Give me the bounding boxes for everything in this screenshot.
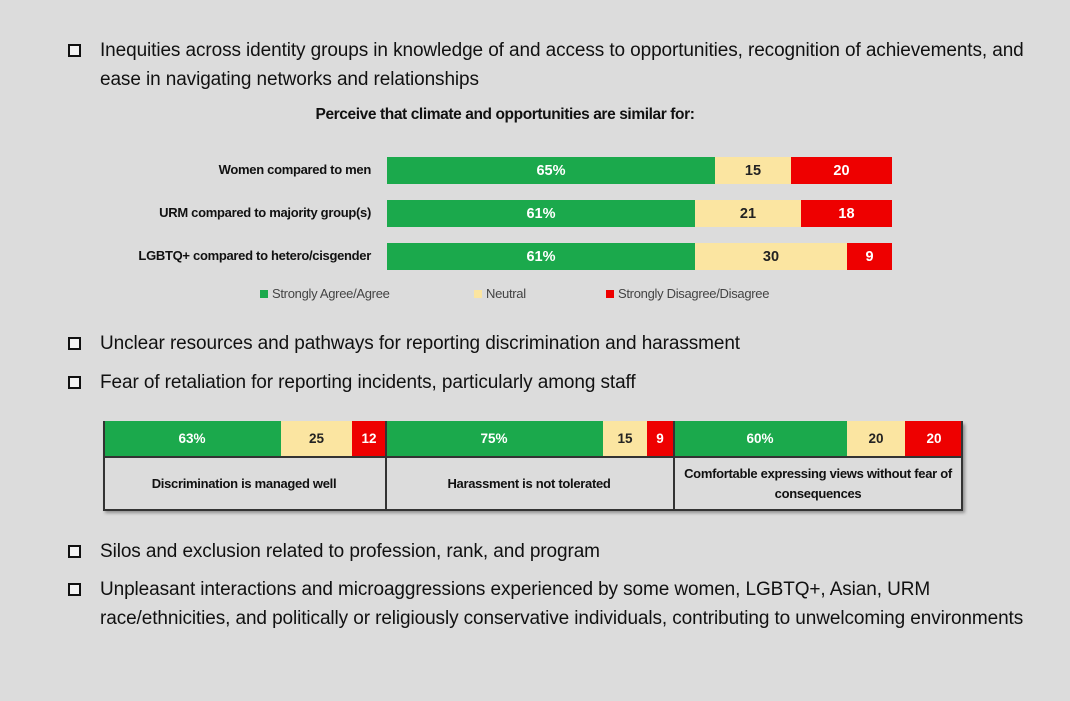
bar-disagree: 12 [352, 421, 386, 456]
bar-disagree: 20 [905, 421, 963, 456]
table-cell-label: Comfortable expressing views without fea… [679, 456, 957, 510]
legend-label: Strongly Disagree/Disagree [618, 286, 770, 301]
bullet-text: Fear of retaliation for reporting incide… [100, 372, 636, 393]
bar-agree: 65% [387, 157, 715, 184]
bar-neutral: 25 [281, 421, 352, 456]
table-divider [103, 421, 105, 510]
bar-neutral: 20 [847, 421, 905, 456]
bar-neutral: 30 [695, 243, 847, 270]
bar-disagree: 18 [801, 200, 892, 227]
table-divider [103, 509, 963, 511]
bar-agree: 61% [387, 200, 695, 227]
legend-item-disagree: Strongly Disagree/Disagree [606, 286, 769, 301]
checkbox-icon [68, 583, 81, 596]
row-label: URM compared to majority group(s) [159, 205, 371, 220]
row-label: Women compared to men [218, 162, 372, 177]
legend-swatch-agree [260, 289, 268, 298]
bullet-text: Silos and exclusion related to professio… [100, 541, 600, 562]
bullet-item: Silos and exclusion related to professio… [68, 537, 1028, 566]
table-cell-label: Discrimination is managed well [109, 456, 379, 510]
table-cell-label: Harassment is not tolerated [391, 456, 667, 510]
bar-agree: 60% [673, 421, 847, 456]
legend-item-agree: Strongly Agree/Agree [260, 286, 390, 301]
legend-swatch-neutral [474, 289, 482, 298]
bullet-item: Unclear resources and pathways for repor… [68, 329, 1028, 358]
legend-item-neutral: Neutral [474, 286, 526, 301]
bullet-item: Inequities across identity groups in kno… [68, 36, 1028, 94]
bullet-item: Unpleasant interactions and microaggress… [68, 575, 1028, 633]
bullet-text: Inequities across identity groups in kno… [100, 40, 1024, 90]
table-divider [103, 456, 963, 458]
bar-disagree: 20 [791, 157, 892, 184]
bar-disagree: 9 [647, 421, 673, 456]
bar-agree: 75% [385, 421, 603, 456]
bar-neutral: 15 [603, 421, 647, 456]
bullet-text: Unclear resources and pathways for repor… [100, 333, 740, 354]
bar-agree: 63% [103, 421, 281, 456]
checkbox-icon [68, 44, 81, 57]
checkbox-icon [68, 545, 81, 558]
legend-label: Neutral [486, 286, 526, 301]
checkbox-icon [68, 376, 81, 389]
table-divider [673, 421, 675, 510]
legend-swatch-disagree [606, 289, 614, 298]
row-label: LGBTQ+ compared to hetero/cisgender [138, 248, 371, 263]
checkbox-icon [68, 337, 81, 350]
bar-neutral: 15 [715, 157, 791, 184]
bar-disagree: 9 [847, 243, 892, 270]
bar-agree: 61% [387, 243, 695, 270]
bullet-item: Fear of retaliation for reporting incide… [68, 368, 1028, 397]
legend-label: Strongly Agree/Agree [272, 286, 390, 301]
results-table: 63% 25 12 Discrimination is managed well 75%… [103, 421, 963, 511]
chart-title: Perceive that climate and opportunities … [315, 106, 695, 123]
bullet-text: Unpleasant interactions and microaggress… [100, 579, 1024, 629]
table-divider [385, 421, 387, 510]
bar-neutral: 21 [695, 200, 801, 227]
table-divider [961, 421, 963, 510]
